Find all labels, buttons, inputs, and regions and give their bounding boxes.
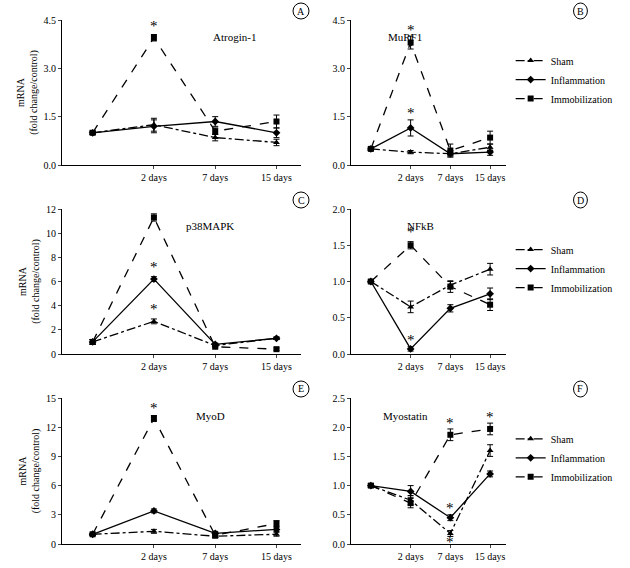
svg-text:2: 2 bbox=[51, 324, 56, 335]
svg-text:15 days: 15 days bbox=[261, 361, 292, 372]
svg-text:4: 4 bbox=[51, 300, 56, 311]
svg-text:7 days: 7 days bbox=[437, 361, 463, 372]
svg-text:F: F bbox=[577, 383, 583, 394]
svg-text:0.0: 0.0 bbox=[333, 160, 346, 171]
svg-text:2.5: 2.5 bbox=[333, 393, 346, 404]
svg-text:NFkB: NFkB bbox=[407, 220, 434, 232]
svg-text:*: * bbox=[150, 18, 158, 34]
svg-text:7 days: 7 days bbox=[437, 172, 463, 183]
svg-text:*: * bbox=[407, 224, 415, 240]
svg-text:*: * bbox=[407, 332, 415, 348]
svg-text:7 days: 7 days bbox=[202, 361, 228, 372]
svg-text:3.0: 3.0 bbox=[333, 63, 346, 74]
svg-text:2 days: 2 days bbox=[141, 361, 167, 372]
svg-text:7 days: 7 days bbox=[437, 551, 463, 562]
svg-text:*: * bbox=[407, 22, 415, 38]
svg-text:Inflammation: Inflammation bbox=[551, 264, 605, 275]
svg-text:1.5: 1.5 bbox=[333, 240, 346, 251]
svg-text:A: A bbox=[297, 6, 305, 17]
svg-text:mRNA(fold change/control): mRNA(fold change/control) bbox=[17, 429, 42, 514]
svg-text:15 days: 15 days bbox=[475, 361, 506, 372]
svg-text:Myostatin: Myostatin bbox=[383, 410, 428, 422]
svg-text:2 days: 2 days bbox=[398, 551, 424, 562]
svg-text:1.5: 1.5 bbox=[333, 111, 346, 122]
svg-text:4.5: 4.5 bbox=[44, 15, 57, 26]
svg-text:1.5: 1.5 bbox=[333, 451, 346, 462]
svg-text:D: D bbox=[577, 195, 584, 206]
svg-text:2.0: 2.0 bbox=[333, 422, 346, 433]
svg-text:15 days: 15 days bbox=[475, 551, 506, 562]
svg-text:12: 12 bbox=[46, 204, 56, 215]
svg-text:*: * bbox=[446, 415, 454, 431]
svg-text:C: C bbox=[298, 195, 305, 206]
svg-text:2.0: 2.0 bbox=[333, 204, 346, 215]
svg-text:*: * bbox=[446, 534, 454, 550]
svg-text:0: 0 bbox=[51, 349, 56, 360]
svg-text:p38MAPK: p38MAPK bbox=[186, 220, 234, 232]
svg-text:Immobilization: Immobilization bbox=[551, 283, 613, 294]
svg-text:mRNA(fold change/control): mRNA(fold change/control) bbox=[15, 50, 40, 135]
svg-text:0.5: 0.5 bbox=[333, 312, 346, 323]
svg-text:0.5: 0.5 bbox=[333, 509, 346, 520]
svg-text:15 days: 15 days bbox=[261, 551, 292, 562]
svg-text:3: 3 bbox=[51, 509, 56, 520]
svg-text:Sham: Sham bbox=[551, 56, 574, 67]
svg-text:15 days: 15 days bbox=[475, 172, 506, 183]
svg-text:Sham: Sham bbox=[551, 434, 574, 445]
svg-text:*: * bbox=[486, 409, 494, 425]
svg-text:MyoD: MyoD bbox=[196, 410, 225, 422]
svg-text:mRNA(fold change/control): mRNA(fold change/control) bbox=[17, 239, 42, 324]
svg-text:1.0: 1.0 bbox=[333, 276, 346, 287]
svg-text:B: B bbox=[577, 6, 584, 17]
svg-text:*: * bbox=[150, 400, 158, 416]
svg-text:2 days: 2 days bbox=[398, 172, 424, 183]
svg-text:4.5: 4.5 bbox=[333, 15, 346, 26]
svg-text:15 days: 15 days bbox=[261, 172, 292, 183]
svg-text:*: * bbox=[150, 259, 158, 275]
svg-text:6: 6 bbox=[51, 480, 56, 491]
svg-text:0.0: 0.0 bbox=[44, 160, 57, 171]
svg-text:9: 9 bbox=[51, 451, 56, 462]
svg-text:MuRF1: MuRF1 bbox=[388, 31, 422, 43]
svg-text:Inflammation: Inflammation bbox=[551, 453, 605, 464]
svg-text:1.5: 1.5 bbox=[44, 111, 57, 122]
svg-text:2 days: 2 days bbox=[141, 172, 167, 183]
svg-text:2 days: 2 days bbox=[141, 551, 167, 562]
svg-text:0.0: 0.0 bbox=[333, 539, 346, 550]
svg-text:0.0: 0.0 bbox=[333, 349, 346, 360]
svg-text:Atrogin-1: Atrogin-1 bbox=[213, 31, 256, 43]
svg-text:1.0: 1.0 bbox=[333, 480, 346, 491]
svg-text:7 days: 7 days bbox=[202, 551, 228, 562]
svg-text:12: 12 bbox=[46, 422, 56, 433]
svg-text:7 days: 7 days bbox=[202, 172, 228, 183]
svg-text:E: E bbox=[298, 383, 304, 394]
svg-text:*: * bbox=[446, 500, 454, 516]
svg-text:2 days: 2 days bbox=[398, 361, 424, 372]
svg-text:Sham: Sham bbox=[551, 245, 574, 256]
svg-text:Immobilization: Immobilization bbox=[551, 94, 613, 105]
svg-text:Inflammation: Inflammation bbox=[551, 75, 605, 86]
svg-text:6: 6 bbox=[51, 276, 56, 287]
svg-text:15: 15 bbox=[46, 393, 56, 404]
svg-text:*: * bbox=[150, 301, 158, 317]
svg-text:3.0: 3.0 bbox=[44, 63, 57, 74]
svg-text:*: * bbox=[407, 105, 415, 121]
svg-text:0: 0 bbox=[51, 539, 56, 550]
svg-text:8: 8 bbox=[51, 252, 56, 263]
svg-text:10: 10 bbox=[46, 228, 56, 239]
svg-text:Immobilization: Immobilization bbox=[551, 472, 613, 483]
